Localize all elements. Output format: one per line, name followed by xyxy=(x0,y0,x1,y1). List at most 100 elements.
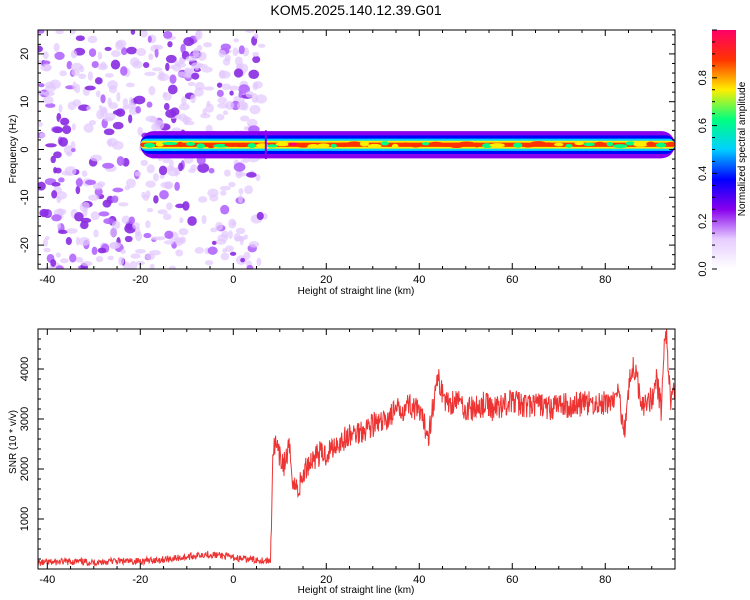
noise-blob xyxy=(115,40,124,51)
snr-frame xyxy=(37,328,676,570)
noise-blob xyxy=(222,57,231,66)
noise-blob xyxy=(211,240,217,245)
noise-blob xyxy=(175,203,185,209)
noise-blob xyxy=(120,47,128,56)
noise-blob xyxy=(208,167,215,174)
noise-blob xyxy=(54,51,65,60)
signal-blob xyxy=(275,142,290,147)
noise-blob xyxy=(86,106,92,111)
noise-blob xyxy=(195,30,203,40)
noise-blob xyxy=(42,91,55,97)
noise-blob xyxy=(169,74,177,84)
signal-blob xyxy=(655,142,667,148)
signal-blob xyxy=(530,141,547,146)
noise-blob xyxy=(197,51,207,61)
noise-blob xyxy=(135,48,147,57)
noise-blob xyxy=(187,81,196,87)
noise-blob xyxy=(184,67,191,75)
noise-blob xyxy=(111,220,121,230)
noise-blob xyxy=(158,165,168,176)
signal-blob xyxy=(410,143,421,148)
noise-blob xyxy=(205,124,213,133)
signal-blob xyxy=(143,142,156,148)
spectrogram-x-axis-title: Height of straight line (km) xyxy=(298,286,415,297)
noise-blob xyxy=(252,55,261,64)
colorbar-gradient xyxy=(712,30,736,269)
noise-blob xyxy=(97,51,103,60)
noise-blob xyxy=(183,37,195,47)
noise-blob xyxy=(147,35,152,43)
noise-blob xyxy=(191,62,203,69)
noise-blob xyxy=(87,35,98,44)
snr-y-tick-label: 3000 xyxy=(19,407,31,431)
noise-blob xyxy=(219,185,231,191)
noise-blob xyxy=(179,217,184,224)
noise-blob xyxy=(216,113,225,121)
noise-blob xyxy=(71,123,76,131)
noise-blob xyxy=(256,211,264,221)
signal-blob xyxy=(489,143,506,148)
snr-y-tick-label: 1000 xyxy=(19,507,31,531)
snr-x-tick-label: 80 xyxy=(599,574,611,586)
noise-blob xyxy=(178,228,189,236)
noise-blob xyxy=(162,92,172,101)
noise-blob xyxy=(97,247,107,254)
noise-blob xyxy=(220,43,232,51)
noise-blob xyxy=(112,110,123,115)
noise-blob xyxy=(163,240,175,245)
noise-blob xyxy=(233,38,239,43)
noise-blob xyxy=(205,103,214,113)
noise-blob xyxy=(164,230,174,239)
noise-blob xyxy=(225,101,235,110)
noise-blob xyxy=(152,67,163,72)
signal-blob xyxy=(583,142,596,147)
snr-x-tick-label: 0 xyxy=(230,574,236,586)
noise-blob xyxy=(262,213,268,220)
noise-blob xyxy=(55,30,64,35)
noise-blob xyxy=(62,125,72,135)
noise-blob xyxy=(45,143,57,148)
noise-blob xyxy=(143,232,152,239)
noise-blob xyxy=(255,94,267,104)
noise-blob xyxy=(249,104,261,115)
noise-blob xyxy=(111,195,119,203)
noise-blob xyxy=(217,96,228,104)
noise-blob xyxy=(167,84,178,95)
noise-blob xyxy=(104,46,112,51)
spectrogram-x-tick-label: 20 xyxy=(320,274,332,286)
noise-blob xyxy=(95,255,104,263)
noise-blob xyxy=(58,104,63,113)
noise-blob xyxy=(130,253,141,259)
noise-blob xyxy=(83,123,94,133)
signal-blob xyxy=(553,142,564,147)
noise-blob xyxy=(87,71,94,81)
spectrogram-y-axis-title: Frequency (Hz) xyxy=(8,115,19,184)
noise-blob xyxy=(222,110,229,116)
signal-blob xyxy=(458,141,475,146)
signal-blob xyxy=(473,142,481,148)
noise-blob xyxy=(50,259,57,267)
noise-blob xyxy=(64,166,77,177)
noise-blob xyxy=(53,151,62,159)
noise-blob xyxy=(248,69,260,79)
noise-blob xyxy=(122,105,130,110)
noise-blob xyxy=(145,190,151,199)
signal-blob xyxy=(177,141,184,148)
noise-blob xyxy=(75,256,84,263)
noise-blob xyxy=(182,201,190,211)
noise-blob xyxy=(251,93,258,104)
noise-blob xyxy=(141,191,146,199)
noise-blob xyxy=(125,82,135,88)
noise-blob xyxy=(235,227,246,235)
colorbar: 0.0 0.2 0.4 0.6 0.8 Normalized spectral ampl… xyxy=(697,29,748,277)
noise-blob xyxy=(163,181,174,190)
noise-blob xyxy=(116,91,121,102)
noise-blob xyxy=(100,106,108,114)
noise-blob xyxy=(95,90,101,98)
noise-blob xyxy=(166,202,173,211)
noise-blob xyxy=(72,81,77,91)
noise-blob xyxy=(44,84,57,93)
noise-blob xyxy=(91,61,99,69)
noise-blob xyxy=(165,109,177,118)
noise-blob xyxy=(129,260,138,269)
